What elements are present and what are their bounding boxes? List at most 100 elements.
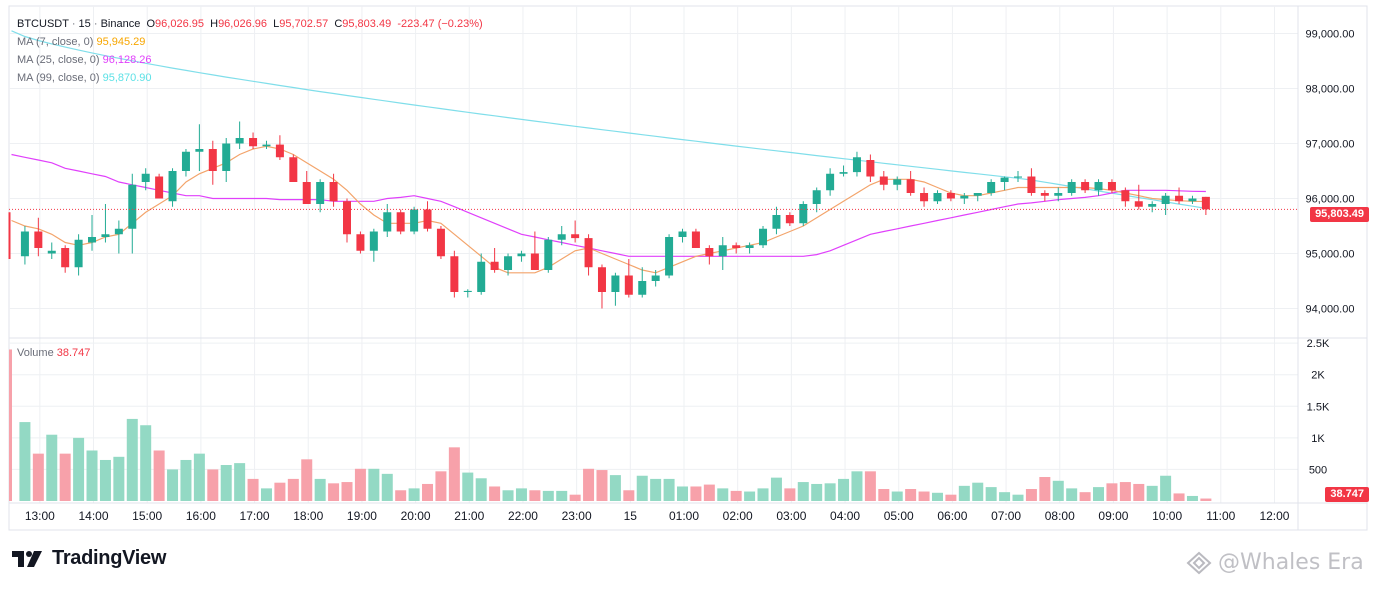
volume-bar: [448, 447, 460, 501]
candle: [195, 124, 204, 171]
candle-body: [638, 281, 647, 295]
volume-tick-label: 500: [1309, 464, 1327, 476]
volume-legend[interactable]: Volume 38.747: [17, 347, 90, 360]
volume-bar: [19, 422, 31, 501]
candle: [826, 168, 835, 196]
volume-bar: [287, 478, 299, 501]
volume-bar: [1025, 489, 1037, 501]
candle: [316, 179, 325, 213]
candle-body: [61, 248, 70, 268]
volume-bar: [207, 469, 219, 501]
time-tick-label: 17:00: [240, 509, 270, 523]
volume-bar: [1066, 488, 1078, 501]
candle-body: [1107, 182, 1116, 191]
candle-body: [933, 193, 942, 202]
volume-bar: [140, 425, 152, 501]
volume-bar: [690, 486, 702, 501]
candle-body: [504, 256, 513, 270]
volume-bar: [167, 469, 179, 501]
volume-bar: [475, 478, 487, 501]
time-tick-label: 06:00: [937, 509, 967, 523]
volume-bar: [824, 483, 836, 501]
candle: [329, 173, 338, 207]
price-change: -223.47 (−0.23%): [397, 18, 483, 30]
candle-body: [74, 239, 83, 268]
last-volume-badge: 38.747: [1325, 487, 1369, 502]
time-tick-label: 01:00: [669, 509, 699, 523]
volume-bar: [1133, 483, 1145, 501]
candle-body: [195, 149, 204, 152]
volume-bar: [1012, 494, 1024, 501]
volume-bar: [489, 486, 501, 501]
candle: [839, 165, 848, 177]
volume-bar: [905, 489, 917, 501]
ma25-legend[interactable]: MA (25, close, 0) 96,128.26: [17, 54, 152, 67]
candle: [1107, 179, 1116, 193]
candle: [289, 154, 298, 182]
volume-bar: [408, 488, 420, 501]
candle-body: [383, 212, 392, 232]
candle-body: [1175, 195, 1184, 202]
symbol-legend[interactable]: BTCUSDT · 15 · Binance O96,026.95 H96,02…: [17, 18, 483, 31]
candle: [946, 190, 955, 202]
volume-bar: [435, 471, 447, 501]
volume-bar: [73, 437, 85, 501]
volume-bar: [1200, 498, 1212, 501]
exchange-name: Binance: [100, 18, 141, 30]
candle-body: [517, 253, 526, 257]
candle-body: [450, 256, 459, 292]
ma99-legend[interactable]: MA (99, close, 0) 95,870.90: [17, 72, 152, 85]
candle-body: [1067, 182, 1076, 193]
candle-body: [946, 193, 955, 199]
candle: [235, 121, 244, 149]
volume-bar: [86, 450, 98, 501]
volume-bar: [46, 434, 58, 501]
candle-body: [356, 234, 365, 251]
candle: [343, 198, 351, 243]
candle-body: [866, 160, 875, 177]
candle-body: [879, 176, 888, 185]
volume-bar: [730, 490, 742, 501]
tradingview-logo[interactable]: TradingView: [12, 547, 166, 570]
volume-bar: [744, 491, 756, 501]
symbol-name[interactable]: BTCUSDT: [17, 18, 69, 30]
candle: [799, 201, 808, 226]
volume-bar: [972, 482, 984, 501]
candle: [651, 270, 660, 287]
candle: [517, 250, 526, 262]
volume-bar: [542, 490, 554, 501]
low-label: L: [273, 18, 280, 30]
volume-tick-label: 2.5K: [1307, 338, 1330, 350]
volume-value: 38.747: [56, 347, 91, 359]
candle: [262, 140, 271, 149]
candle: [557, 226, 566, 246]
candle: [141, 168, 150, 191]
time-tick-label: 05:00: [884, 509, 914, 523]
volume-bar: [663, 478, 675, 501]
candle-body: [262, 144, 271, 147]
candle-body: [1161, 195, 1170, 204]
time-tick-label: 04:00: [830, 509, 860, 523]
watermark-text: @Whales Era: [1218, 550, 1364, 575]
high-label: H: [210, 18, 219, 30]
interval[interactable]: 15: [78, 18, 91, 30]
candle-body: [128, 184, 137, 229]
candle-body: [1121, 190, 1130, 202]
ma7-legend[interactable]: MA (7, close, 0) 95,945.29: [17, 36, 145, 49]
volume-bar: [113, 456, 125, 501]
candle: [128, 173, 137, 254]
candle-body: [1201, 196, 1210, 210]
volume-bar: [1186, 495, 1198, 501]
volume-bar: [851, 471, 863, 501]
volume-bar: [395, 490, 407, 501]
low-value: 95,702.57: [279, 18, 329, 30]
candle-body: [1000, 177, 1009, 182]
volume-bar: [126, 418, 138, 501]
candle-body: [557, 234, 566, 240]
candle-body: [168, 171, 177, 202]
volume-bar: [1039, 477, 1051, 501]
time-tick-label: 18:00: [293, 509, 323, 523]
close-label: C: [334, 18, 343, 30]
volume-bar: [381, 473, 393, 501]
candle-body: [249, 138, 258, 147]
